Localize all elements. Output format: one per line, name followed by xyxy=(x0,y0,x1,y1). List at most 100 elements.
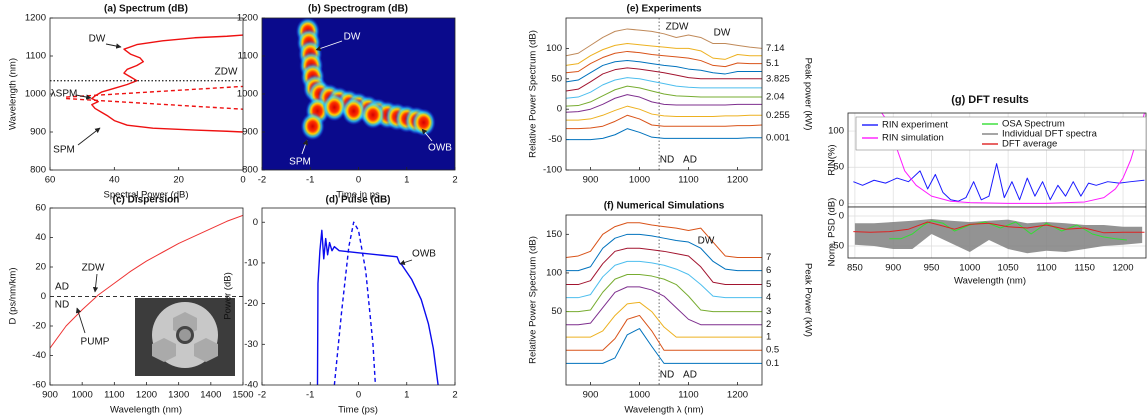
y-tick-label: 0 xyxy=(41,291,46,302)
chart-title: (e) Experiments xyxy=(626,4,701,15)
annotation: AD xyxy=(683,155,697,166)
series-label: 5 xyxy=(766,279,771,290)
annotation: λSPM xyxy=(51,89,78,100)
annotation: DW xyxy=(89,34,106,45)
series-label: 7.14 xyxy=(766,43,785,54)
y-tick-label: 150 xyxy=(546,229,562,240)
series-line xyxy=(566,77,762,99)
series-label: 3.825 xyxy=(766,73,790,84)
x-tick-label: 2 xyxy=(452,390,457,401)
x-tick-label: -2 xyxy=(258,175,266,186)
legend-label: Individual DFT spectra xyxy=(1002,129,1098,140)
series-line xyxy=(566,94,762,113)
series-label: 2 xyxy=(766,319,771,330)
series-line xyxy=(566,328,762,364)
series-line xyxy=(91,34,243,133)
series-label: 0.255 xyxy=(766,110,790,121)
series-label: 1 xyxy=(766,332,771,343)
y-tick-label: -100 xyxy=(543,165,562,176)
x-tick-label: 1 xyxy=(404,175,409,186)
y-tick-label: 1100 xyxy=(238,51,258,62)
annotation: ND xyxy=(660,155,674,166)
series-line xyxy=(566,28,762,57)
arrow xyxy=(75,94,92,100)
y-tick-label: 50 xyxy=(833,162,844,173)
x-tick-label: 1200 xyxy=(136,390,157,401)
plot-area xyxy=(50,18,243,170)
series-line xyxy=(566,50,762,74)
arrow xyxy=(105,43,122,49)
x-tick-label: 1150 xyxy=(1074,263,1094,274)
y-tick-label: -50 xyxy=(548,134,562,145)
series-line xyxy=(566,60,762,83)
intensity-blob xyxy=(360,100,385,129)
series-line xyxy=(889,220,1127,241)
x-tick-label: 1300 xyxy=(168,390,189,401)
y-axis-label: Relative Power Spectrum (dB) xyxy=(528,30,539,158)
x-tick-label: 0 xyxy=(356,390,361,401)
y-tick-label: -40 xyxy=(244,380,258,391)
x-tick-label: 1100 xyxy=(678,390,698,401)
series-line xyxy=(566,114,762,130)
annotation: ND xyxy=(55,300,69,311)
legend-label: RIN experiment xyxy=(882,120,948,131)
x-tick-label: 1500 xyxy=(232,390,253,401)
annotation: OWB xyxy=(412,249,436,260)
annotation: ZDW xyxy=(666,22,689,33)
series-line xyxy=(566,260,762,299)
x-tick-label: 1100 xyxy=(678,175,698,186)
x-tick-label: 1200 xyxy=(727,175,748,186)
y-axis-label: RIN(%) xyxy=(827,144,838,175)
series-line xyxy=(566,85,762,107)
x-tick-label: 1000 xyxy=(629,390,650,401)
y-tick-label: 20 xyxy=(35,262,46,273)
legend-label: OSA Spectrum xyxy=(1002,119,1065,130)
x-tick-label: 1000 xyxy=(959,263,980,274)
y-axis-label: D (ps/nm/km) xyxy=(8,268,19,325)
axes-frame xyxy=(49,17,244,171)
annotation: AD xyxy=(683,370,697,381)
axes-frame xyxy=(261,207,456,386)
chart-title: (a) Spectrum (dB) xyxy=(104,4,188,15)
arrow xyxy=(315,40,343,51)
x-tick-label: 0 xyxy=(240,175,245,186)
series-label: 0.001 xyxy=(766,132,790,143)
x-tick-label: 850 xyxy=(847,263,863,274)
y-tick-label: 0 xyxy=(839,198,844,209)
series-label: 3 xyxy=(766,306,771,317)
series-label: 0.5 xyxy=(766,345,779,356)
annotation: ZDW xyxy=(82,263,105,274)
series-line xyxy=(316,229,439,385)
series-line xyxy=(853,221,1145,234)
x-axis-label: Time (ps) xyxy=(338,405,378,416)
x-tick-label: 1200 xyxy=(1112,263,1133,274)
x-tick-label: 2 xyxy=(452,175,457,186)
x-tick-label: 20 xyxy=(173,175,184,186)
series-line xyxy=(566,247,762,286)
y-tick-label: 50 xyxy=(551,306,562,317)
axes-frame xyxy=(261,17,456,171)
y-tick-label: 0 xyxy=(253,217,258,228)
y-tick-label: 800 xyxy=(30,165,46,176)
x-tick-label: 1000 xyxy=(629,175,650,186)
axes-frame xyxy=(565,17,763,171)
right-axis-label: Peak power (kW) xyxy=(802,58,813,131)
x-tick-label: 1100 xyxy=(1036,263,1056,274)
x-tick-label: -1 xyxy=(306,175,314,186)
y-axis-label: Norm. PSD (dB) xyxy=(827,198,838,267)
series-label: 2.04 xyxy=(766,92,785,103)
x-tick-label: 1200 xyxy=(727,390,748,401)
series-line xyxy=(566,274,762,313)
x-tick-label: 1050 xyxy=(998,263,1019,274)
annotation: ND xyxy=(660,370,674,381)
x-axis-label: Spectral Power (dB) xyxy=(103,190,188,201)
y-axis-label: Power (dB) xyxy=(223,272,234,320)
y-tick-label: 900 xyxy=(242,127,258,138)
annotation: SPM xyxy=(289,157,311,168)
series-line xyxy=(50,214,243,349)
annotation: OWB xyxy=(428,143,452,154)
arrow xyxy=(301,139,308,155)
